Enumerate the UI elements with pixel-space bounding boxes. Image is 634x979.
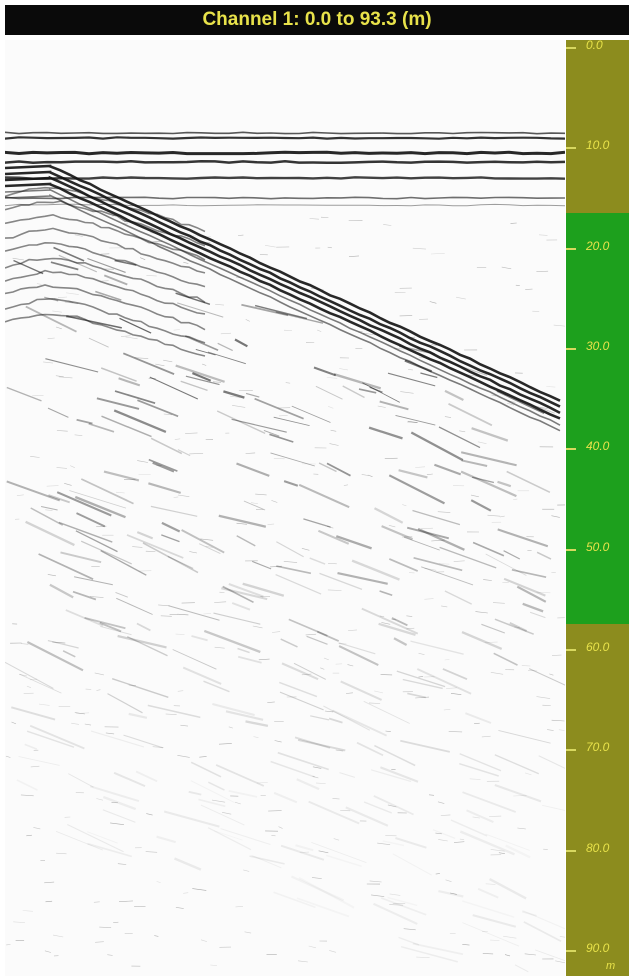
depth-tick-mark [566,749,576,752]
depth-tick-mark [566,247,576,250]
depth-tick-label: 30.0 [586,338,610,353]
depth-tick-mark [566,147,576,150]
depth-scale: m 0.0 10.0 20.0 30.0 40.0 50.0 60.0 70.0 80.0 90.… [566,40,629,976]
depth-tick-mark [566,849,576,852]
depth-tick-mark [566,347,576,350]
depth-tick-label: 50.0 [586,539,610,554]
depth-tick-label: 60.0 [586,639,610,654]
depth-tick-label: 0.0 [586,40,603,52]
depth-scale-highlight [566,212,629,624]
depth-tick-mark [566,448,576,451]
depth-tick-mark [566,949,576,952]
seismic-profile [5,40,565,976]
depth-tick-label: 70.0 [586,740,610,755]
depth-tick-label: 80.0 [586,840,610,855]
depth-tick-label: 20.0 [586,238,610,253]
depth-tick-mark [566,648,576,651]
depth-unit-label: m [606,960,616,972]
depth-tick-mark [566,548,576,551]
seismic-reflection-image [5,131,565,973]
depth-tick-mark [566,47,576,49]
depth-tick-label: 40.0 [586,439,610,454]
depth-tick-label: 90.0 [586,940,610,955]
channel-title: Channel 1: 0.0 to 93.3 (m) [5,5,629,35]
depth-tick-label: 10.0 [586,138,610,153]
